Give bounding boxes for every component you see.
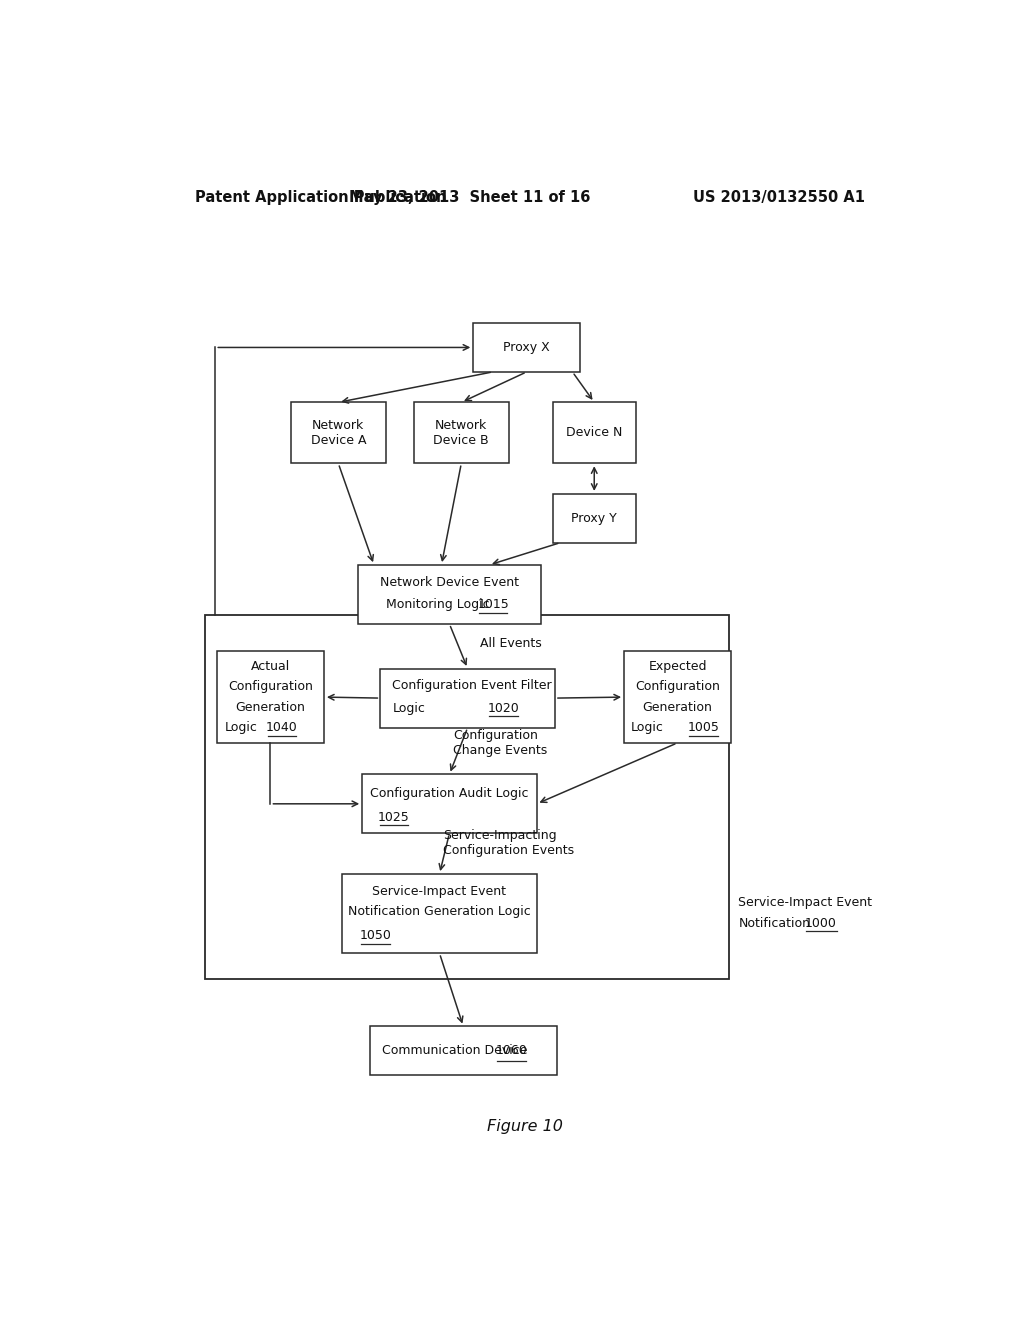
Text: Service-Impact Event: Service-Impact Event — [738, 896, 872, 909]
Text: US 2013/0132550 A1: US 2013/0132550 A1 — [693, 190, 864, 205]
Text: Logic: Logic — [392, 702, 425, 714]
Text: Generation: Generation — [236, 701, 305, 714]
Text: Configuration: Configuration — [228, 680, 313, 693]
Bar — [362, 775, 537, 833]
Text: Patent Application Publication: Patent Application Publication — [196, 190, 446, 205]
Text: Communication Device: Communication Device — [382, 1044, 527, 1057]
Text: 1020: 1020 — [487, 702, 519, 714]
Bar — [553, 494, 636, 543]
Text: Notification: Notification — [738, 917, 810, 929]
Bar — [414, 403, 509, 463]
Text: Actual: Actual — [251, 660, 290, 673]
Text: 1000: 1000 — [805, 917, 837, 929]
Bar — [370, 1027, 557, 1076]
Bar — [473, 323, 581, 372]
Text: 1015: 1015 — [477, 598, 509, 611]
Text: 1060: 1060 — [496, 1044, 527, 1057]
Text: Figure 10: Figure 10 — [486, 1118, 563, 1134]
Text: All Events: All Events — [479, 636, 542, 649]
Text: Generation: Generation — [643, 701, 713, 714]
Text: Network
Device A: Network Device A — [310, 418, 366, 447]
Text: Proxy X: Proxy X — [504, 341, 550, 354]
Text: Notification Generation Logic: Notification Generation Logic — [348, 906, 530, 917]
Bar — [205, 615, 729, 978]
Bar — [358, 565, 541, 624]
Text: 1050: 1050 — [359, 929, 391, 942]
Text: Expected: Expected — [648, 660, 707, 673]
Text: 1040: 1040 — [266, 721, 298, 734]
Text: Service-Impact Event: Service-Impact Event — [373, 884, 507, 898]
Text: Configuration: Configuration — [635, 680, 720, 693]
Bar — [342, 874, 537, 953]
Bar — [291, 403, 386, 463]
Text: Configuration Event Filter: Configuration Event Filter — [392, 680, 552, 693]
Bar — [380, 669, 555, 727]
Text: Device N: Device N — [566, 426, 623, 440]
Bar — [624, 651, 731, 743]
Text: Configuration
Change Events: Configuration Change Events — [454, 729, 548, 756]
Text: Network
Device B: Network Device B — [433, 418, 489, 447]
Text: Monitoring Logic: Monitoring Logic — [386, 598, 489, 611]
Text: 1025: 1025 — [378, 810, 410, 824]
Text: Service-Impacting
Configuration Events: Service-Impacting Configuration Events — [443, 829, 574, 858]
Text: Network Device Event: Network Device Event — [380, 576, 519, 589]
Bar — [217, 651, 324, 743]
Text: Configuration Audit Logic: Configuration Audit Logic — [370, 787, 528, 800]
Text: Logic: Logic — [225, 721, 258, 734]
Bar — [553, 403, 636, 463]
Text: Proxy Y: Proxy Y — [571, 512, 617, 525]
Text: 1005: 1005 — [687, 721, 719, 734]
Text: May 23, 2013  Sheet 11 of 16: May 23, 2013 Sheet 11 of 16 — [348, 190, 590, 205]
Text: Logic: Logic — [631, 721, 664, 734]
